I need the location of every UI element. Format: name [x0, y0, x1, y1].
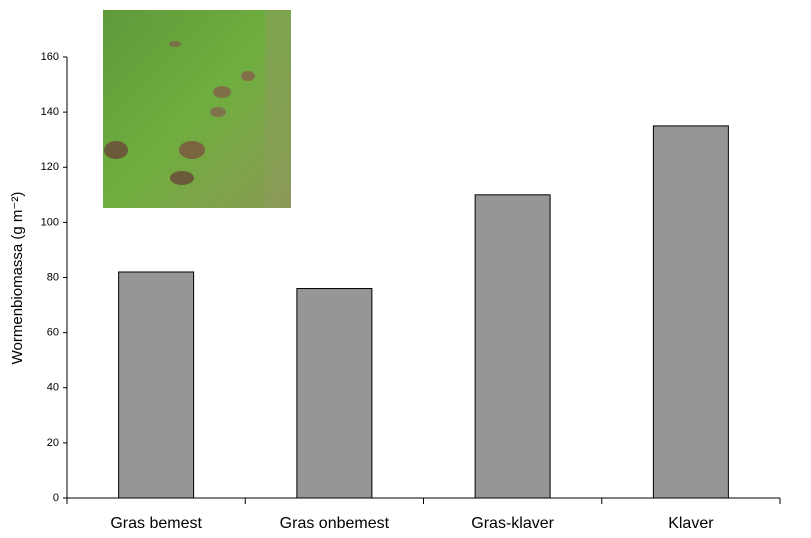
y-tick-label: 80	[47, 271, 59, 283]
bar	[297, 289, 372, 498]
y-tick-label: 120	[41, 161, 59, 173]
y-tick-label: 60	[47, 327, 59, 339]
x-tick-label: Gras bemest	[110, 515, 202, 532]
y-tick-label: 140	[41, 106, 59, 118]
y-tick-label: 160	[41, 51, 59, 63]
bar	[653, 126, 728, 498]
x-tick-label: Klaver	[668, 515, 714, 532]
y-axis-label: Wormenbiomassa (g m⁻²)	[9, 192, 26, 365]
bar	[475, 195, 550, 498]
photo	[103, 10, 291, 208]
y-tick-label: 40	[47, 382, 59, 394]
x-tick-label: Gras-klaver	[471, 515, 554, 532]
y-tick-label: 0	[53, 492, 59, 504]
chart: Wormenbiomassa (g m⁻²) 0 20 40 60 80 100 120 14…	[0, 0, 811, 538]
bar	[119, 272, 194, 498]
x-tick-label: Gras onbemest	[280, 515, 390, 532]
y-tick-label: 100	[41, 216, 59, 228]
y-tick-label: 20	[47, 437, 59, 449]
